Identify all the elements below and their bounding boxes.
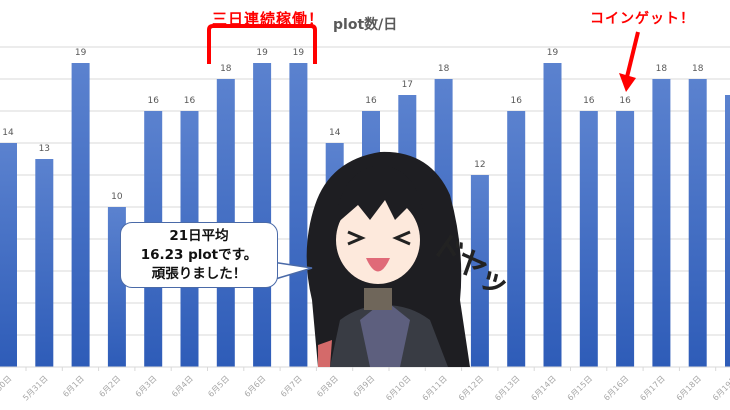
x-tick-label: 6月4日	[170, 374, 195, 399]
x-tick-label: 6月18日	[675, 374, 703, 402]
data-label: 18	[220, 64, 232, 74]
bar	[470, 175, 489, 367]
x-tick-label: 6月13日	[493, 374, 521, 402]
bar	[688, 79, 707, 367]
x-tick-label: 6月3日	[134, 374, 159, 399]
data-label: 19	[293, 48, 305, 58]
streak-annotation: 三日連続稼働！	[212, 10, 325, 28]
data-label: 14	[2, 128, 14, 138]
bar	[35, 159, 54, 367]
data-label: 16	[365, 96, 377, 106]
bar	[398, 95, 417, 367]
x-tick-label: 6月16日	[602, 374, 630, 402]
data-label: 19	[75, 48, 87, 58]
bar	[71, 63, 90, 367]
data-label: 18	[438, 64, 450, 74]
speech-line: 頑張りました！	[151, 266, 247, 282]
speech-line: 21日平均	[169, 228, 229, 244]
x-tick-label: 5月31日	[21, 374, 49, 402]
data-label: 16	[147, 96, 159, 106]
x-tick-label: 6月7日	[279, 374, 304, 399]
x-tick-label: 6月15日	[566, 374, 594, 402]
bar	[289, 63, 308, 367]
data-label: 19	[547, 48, 559, 58]
x-tick-label: 6月6日	[243, 374, 268, 399]
x-tick-label: 6月1日	[61, 374, 86, 399]
x-tick-label: 6月17日	[638, 374, 666, 402]
data-label: 16	[510, 96, 522, 106]
data-label: 10	[111, 192, 123, 202]
data-label: 17	[402, 80, 413, 90]
data-label: 14	[329, 128, 341, 138]
bar	[579, 111, 598, 367]
x-tick-label: 6月12日	[457, 374, 485, 402]
x-tick-label: 6月5日	[206, 374, 231, 399]
x-tick-label: 6月19日	[711, 374, 730, 402]
x-tick-label: 5月30日	[0, 374, 13, 402]
speech-line: 16.23 plotです。	[140, 247, 258, 263]
x-tick-label: 6月10日	[384, 374, 412, 402]
data-label: 12	[474, 160, 485, 170]
bar	[507, 111, 526, 367]
x-tick-label: 6月14日	[529, 374, 557, 402]
data-label: 13	[39, 144, 50, 154]
bar	[725, 95, 730, 367]
data-label: 19	[256, 48, 268, 58]
x-tick-label: 6月11日	[421, 374, 449, 402]
x-tick-label: 6月9日	[352, 374, 377, 399]
bar	[362, 111, 380, 367]
bar	[652, 79, 671, 367]
bar	[616, 111, 635, 367]
x-tick-label: 6月8日	[315, 374, 340, 399]
chart-title: plot数/日	[333, 17, 398, 33]
coin-annotation: コインゲット！	[590, 11, 695, 27]
speech-bubble: 21日平均 16.23 plotです。 頑張りました！	[120, 222, 278, 288]
data-label: 18	[656, 64, 668, 74]
data-label: 16	[619, 96, 631, 106]
data-label: 18	[692, 64, 704, 74]
x-tick-label: 6月2日	[97, 374, 122, 399]
bar	[543, 63, 562, 367]
bar	[0, 143, 17, 367]
data-label: 16	[184, 96, 196, 106]
bar	[325, 143, 344, 367]
bar	[253, 63, 272, 367]
data-label: 16	[583, 96, 595, 106]
